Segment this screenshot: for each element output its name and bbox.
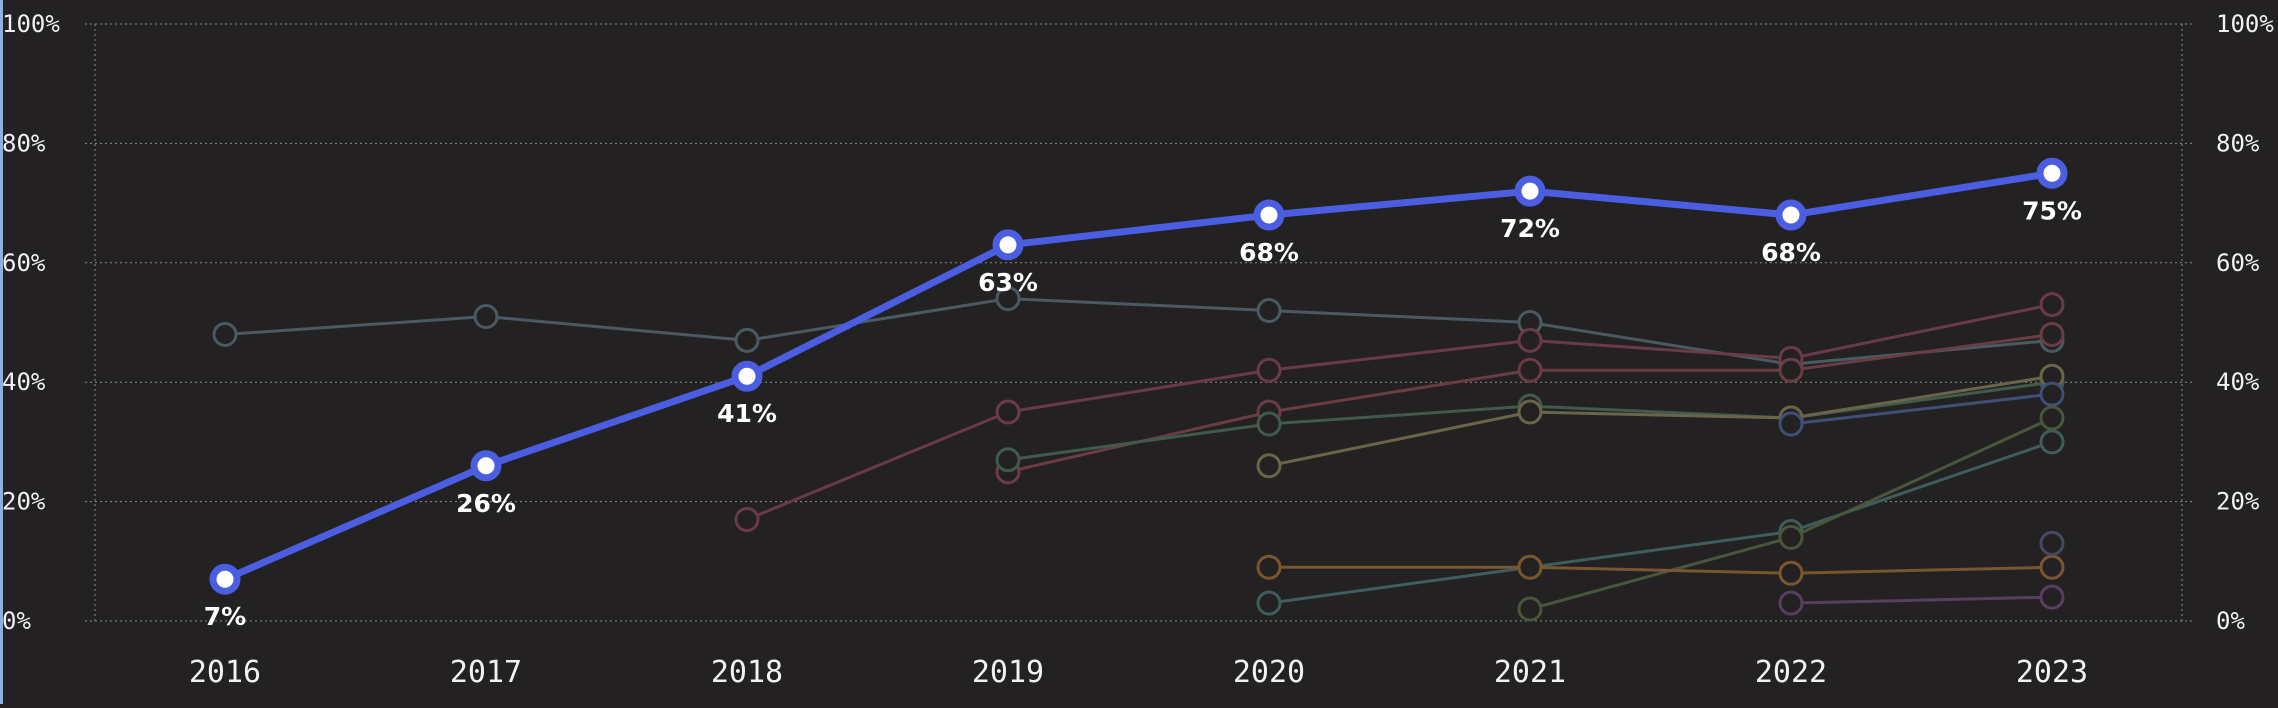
series-point: [1778, 411, 1804, 437]
series-line: [1269, 565, 2053, 575]
series-point: [1778, 590, 1804, 616]
series-point: [2039, 530, 2065, 556]
series-point: [2039, 405, 2065, 431]
highlight-point: [209, 563, 241, 595]
series-point: [1517, 554, 1543, 580]
series-point: [2039, 554, 2065, 580]
y-tick-label-right: 20%: [2216, 488, 2260, 516]
y-tick-label-right: 80%: [2216, 129, 2260, 157]
series-point: [2039, 584, 2065, 610]
series-point: [1256, 411, 1282, 437]
series-point: [212, 321, 238, 347]
highlight-point: [992, 229, 1024, 261]
x-tick-label: 2016: [189, 655, 261, 690]
series-line: [1268, 374, 2053, 468]
series-point: [1256, 554, 1282, 580]
y-tick-label-right: 100%: [2216, 10, 2274, 38]
series-point: [1256, 298, 1282, 324]
series-point: [2039, 321, 2065, 347]
highlight-point: [1253, 199, 1285, 231]
data-label: 68%: [1239, 238, 1299, 267]
highlight-point: [1514, 175, 1546, 207]
highlight-point: [2036, 157, 2068, 189]
data-label: 41%: [717, 399, 777, 428]
highlight-point: [470, 450, 502, 482]
series-point: [1778, 560, 1804, 586]
series-line: [1790, 595, 2053, 605]
series-line: [1268, 440, 2053, 605]
x-tick-label: 2019: [972, 655, 1044, 690]
y-tick-label-left: 40%: [2, 368, 46, 396]
y-tick-label-left: 20%: [2, 488, 46, 516]
series-point: [2039, 381, 2065, 407]
series-point: [1517, 596, 1543, 622]
data-label: 7%: [204, 602, 246, 631]
y-tick-label-right: 40%: [2216, 368, 2260, 396]
data-label: 72%: [1500, 214, 1560, 243]
x-tick-label: 2017: [450, 655, 522, 690]
series-line: [224, 297, 2053, 366]
y-tick-label-left: 100%: [2, 10, 60, 38]
series-point: [2039, 429, 2065, 455]
series-point: [1256, 453, 1282, 479]
series-point: [1517, 327, 1543, 353]
data-label: 75%: [2022, 196, 2082, 225]
data-label: 26%: [456, 489, 516, 518]
y-tick-label-right: 0%: [2216, 607, 2245, 635]
series-line: [1790, 392, 2053, 426]
data-label: 63%: [978, 268, 1038, 297]
y-axis-left: 0% 20% 40% 60% 80% 100%: [2, 10, 60, 635]
series-point: [1256, 357, 1282, 383]
series-point: [734, 507, 760, 533]
gridlines: [85, 23, 2192, 622]
x-tick-label: 2018: [711, 655, 783, 690]
data-label: 68%: [1761, 238, 1821, 267]
series-point: [473, 304, 499, 330]
background-series: [212, 286, 2065, 622]
series-point: [995, 286, 1021, 312]
highlight-series: [209, 157, 2068, 595]
highlight-point: [731, 360, 763, 392]
series-point: [1256, 590, 1282, 616]
x-axis: 2016 2017 2018 2019 2020 2021 2022 2023: [189, 655, 2088, 690]
x-tick-label: 2020: [1233, 655, 1305, 690]
series-point: [2039, 292, 2065, 318]
series-point: [1778, 524, 1804, 550]
series-point: [734, 327, 760, 353]
highlight-line: [223, 169, 2053, 583]
highlight-point: [1775, 199, 1807, 231]
y-tick-label-left: 80%: [2, 129, 46, 157]
series-point: [995, 447, 1021, 473]
data-labels: 7% 26% 41% 63% 68% 72% 68% 75%: [204, 196, 2082, 631]
y-tick-label-right: 60%: [2216, 249, 2260, 277]
series-point: [1517, 357, 1543, 383]
x-tick-label: 2021: [1494, 655, 1566, 690]
y-tick-label-left: 0%: [2, 607, 31, 635]
series-point: [1778, 357, 1804, 383]
x-tick-label: 2023: [2016, 655, 2088, 690]
series-point: [1517, 399, 1543, 425]
y-axis-right: 0% 20% 40% 60% 80% 100%: [2216, 10, 2274, 635]
x-tick-label: 2022: [1755, 655, 1827, 690]
series-point: [995, 399, 1021, 425]
series-line: [746, 303, 2053, 521]
y-tick-label-left: 60%: [2, 249, 46, 277]
window-left-edge: [0, 0, 3, 704]
